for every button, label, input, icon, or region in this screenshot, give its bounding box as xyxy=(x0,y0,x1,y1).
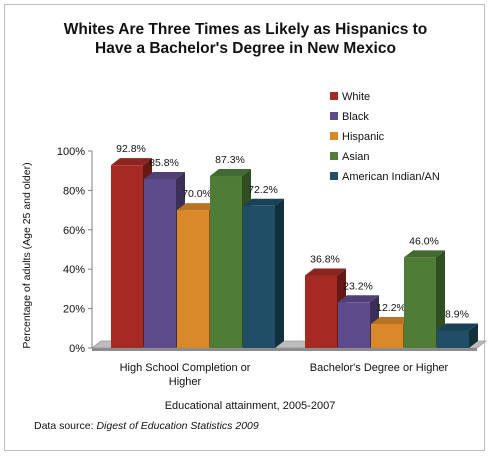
data-label: 70.0% xyxy=(182,188,212,200)
data-source-prefix: Data source: xyxy=(34,420,97,432)
legend-label: White xyxy=(342,91,371,103)
legend-label: Asian xyxy=(342,151,370,163)
y-tick-label: 20% xyxy=(63,304,85,316)
legend-swatch xyxy=(330,112,338,120)
y-tick-label: 0% xyxy=(69,343,85,355)
bar-white xyxy=(305,275,337,348)
x-category-label: High School Completion or xyxy=(120,362,251,374)
bar-white xyxy=(111,165,143,348)
bar-top xyxy=(210,169,251,177)
legend-label: Black xyxy=(342,111,369,123)
bar-american-indian-an xyxy=(243,205,275,348)
bar-top xyxy=(437,323,478,331)
bar-side xyxy=(275,198,284,348)
bar-hispanic xyxy=(371,323,403,348)
chart-title-line1: Whites Are Three Times as Likely as Hisp… xyxy=(63,21,428,38)
legend-label: American Indian/AN xyxy=(342,171,440,183)
data-label: 36.8% xyxy=(310,254,340,266)
bar-asian xyxy=(404,257,436,348)
bar-top xyxy=(177,203,218,211)
y-tick-label: 60% xyxy=(63,225,85,237)
bar-top xyxy=(338,295,379,303)
y-axis-label: Percentage of adults (Age 25 and older) xyxy=(21,162,33,348)
data-label: 8.9% xyxy=(445,308,469,320)
x-axis-label: Educational attainment, 2005-2007 xyxy=(165,400,336,412)
legend-swatch xyxy=(330,92,338,100)
bar-black xyxy=(144,178,176,348)
data-label: 85.8% xyxy=(149,157,179,169)
bar-side xyxy=(469,323,478,348)
bar-asian xyxy=(210,176,242,348)
bar-side xyxy=(436,250,445,348)
bar-american-indian-an xyxy=(437,330,469,348)
bar-top xyxy=(243,198,284,206)
data-label: 46.0% xyxy=(409,235,439,247)
bar-top xyxy=(144,171,185,179)
x-category-label: Bachelor's Degree or Higher xyxy=(310,362,449,374)
bar-top xyxy=(371,316,412,324)
legend-swatch xyxy=(330,152,338,160)
legend-swatch xyxy=(330,172,338,180)
chart-title-line2: Have a Bachelor's Degree in New Mexico xyxy=(95,40,396,57)
data-label: 72.2% xyxy=(248,184,278,196)
data-label: 92.8% xyxy=(116,143,146,155)
legend-swatch xyxy=(330,132,338,140)
data-source-note: Data source: Digest of Education Statist… xyxy=(34,420,259,432)
y-tick-label: 40% xyxy=(63,264,85,276)
bar-top xyxy=(404,250,445,258)
y-tick-label: 100% xyxy=(57,146,85,158)
data-source-title: Digest of Education Statistics 2009 xyxy=(96,420,259,432)
bar-top xyxy=(305,268,346,276)
legend-label: Hispanic xyxy=(342,131,385,143)
data-label: 12.2% xyxy=(376,302,406,314)
data-label: 23.2% xyxy=(343,280,373,292)
chart-title: Whites Are Three Times as Likely as Hisp… xyxy=(0,20,491,58)
bar-black xyxy=(338,302,370,348)
bar-hispanic xyxy=(177,210,209,348)
chart-floor-edge xyxy=(92,348,477,351)
y-tick-label: 80% xyxy=(63,185,85,197)
bar-top xyxy=(111,158,152,166)
x-category-label: Higher xyxy=(169,376,202,388)
data-label: 87.3% xyxy=(215,154,245,166)
